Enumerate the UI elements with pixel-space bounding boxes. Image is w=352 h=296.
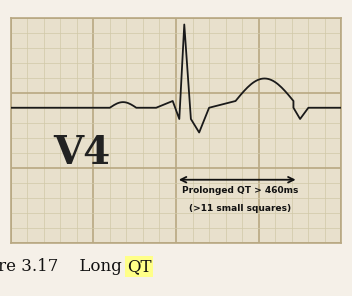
Text: (>11 small squares): (>11 small squares) [189, 204, 291, 213]
Text: V4: V4 [54, 134, 111, 172]
Text: Prolonged QT > 460ms: Prolonged QT > 460ms [182, 186, 299, 195]
Text: Figure 3.17    Long: Figure 3.17 Long [0, 258, 127, 275]
Text: QT: QT [127, 258, 151, 275]
